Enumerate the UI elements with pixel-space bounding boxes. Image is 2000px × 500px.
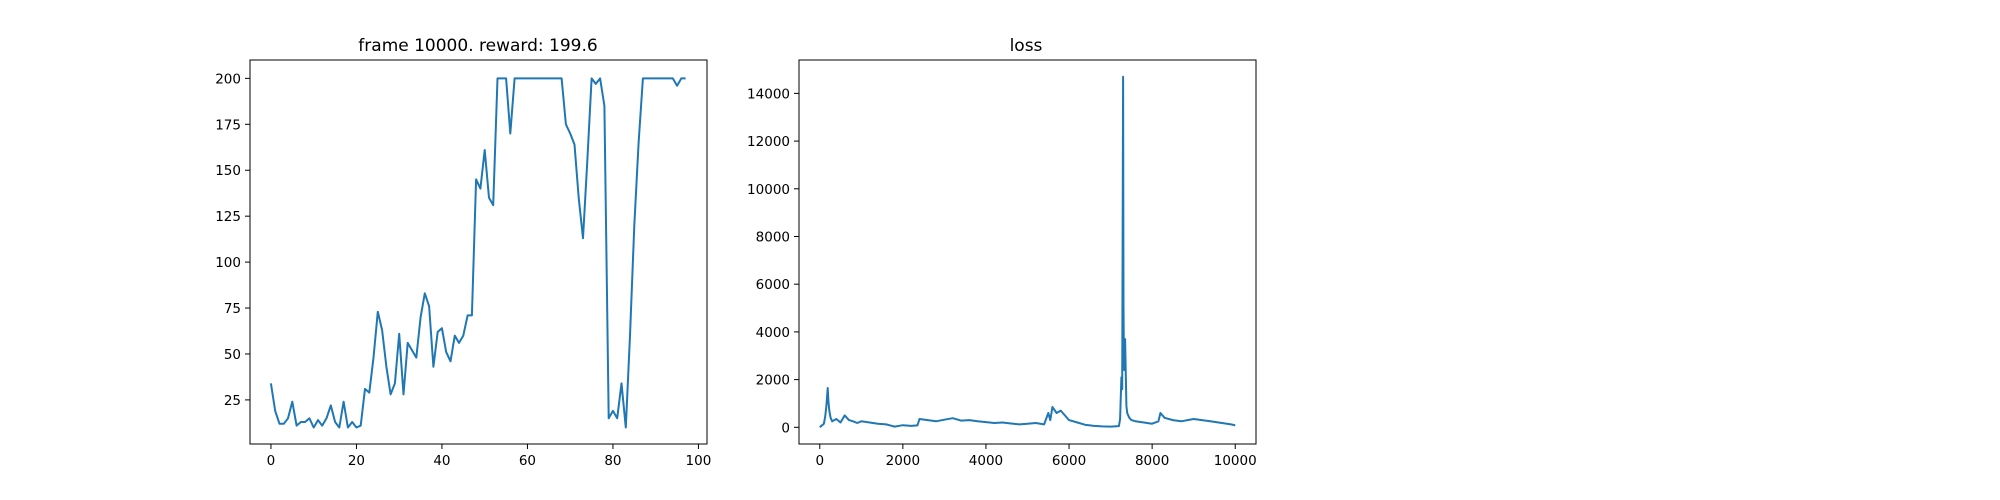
reward-y-tick-label: 125 xyxy=(215,209,241,225)
reward-y-tick-label: 150 xyxy=(215,163,241,179)
reward-y-tick-label: 75 xyxy=(224,301,241,317)
loss-y-tick-label: 2000 xyxy=(756,373,790,389)
loss-y-tick-label: 10000 xyxy=(747,182,790,198)
reward-y-tick-label: 25 xyxy=(224,393,241,409)
loss-y-tick-label: 12000 xyxy=(747,134,790,150)
loss-x-tick-label: 10000 xyxy=(1214,453,1257,469)
reward-chart: frame 10000. reward: 199.6 0 20 40 60 80 100 … xyxy=(215,36,711,469)
loss-chart: loss 0 2000 4000 6000 8000 10000 0 2000 4000 600… xyxy=(747,36,1257,469)
reward-y-tick-label: 50 xyxy=(224,347,241,363)
loss-chart-frame xyxy=(798,59,1257,445)
loss-series-line xyxy=(819,75,1236,429)
loss-x-tick-label: 4000 xyxy=(969,453,1003,469)
loss-y-tick-label: 8000 xyxy=(756,229,790,245)
reward-series-line xyxy=(269,77,686,429)
loss-x-tick-label: 8000 xyxy=(1135,453,1169,469)
reward-x-tick-label: 60 xyxy=(519,453,536,469)
reward-x-tick-label: 80 xyxy=(604,453,621,469)
loss-x-tick-label: 6000 xyxy=(1052,453,1086,469)
loss-y-tick-label: 6000 xyxy=(756,277,790,293)
loss-y-tick-label: 4000 xyxy=(756,325,790,341)
reward-x-tick-label: 0 xyxy=(267,453,276,469)
loss-chart-y-ticks: 0 2000 4000 6000 8000 10000 12000 14000 xyxy=(747,86,799,436)
reward-chart-frame xyxy=(249,59,708,445)
loss-chart-x-ticks: 0 2000 4000 6000 8000 10000 xyxy=(815,444,1257,469)
reward-chart-x-ticks: 0 20 40 60 80 100 xyxy=(267,444,712,469)
reward-y-tick-label: 200 xyxy=(215,71,241,87)
reward-y-tick-label: 175 xyxy=(215,117,241,133)
loss-y-tick-label: 14000 xyxy=(747,86,790,102)
reward-chart-y-ticks: 25 50 75 100 125 150 175 200 xyxy=(215,71,250,409)
reward-chart-title: frame 10000. reward: 199.6 xyxy=(358,36,597,56)
loss-x-tick-label: 2000 xyxy=(886,453,920,469)
loss-x-tick-label: 0 xyxy=(815,453,824,469)
reward-x-tick-label: 100 xyxy=(686,453,712,469)
loss-y-tick-label: 0 xyxy=(781,420,790,436)
loss-chart-title: loss xyxy=(1010,36,1043,56)
reward-x-tick-label: 40 xyxy=(433,453,450,469)
reward-y-tick-label: 100 xyxy=(215,255,241,271)
reward-x-tick-label: 20 xyxy=(348,453,365,469)
